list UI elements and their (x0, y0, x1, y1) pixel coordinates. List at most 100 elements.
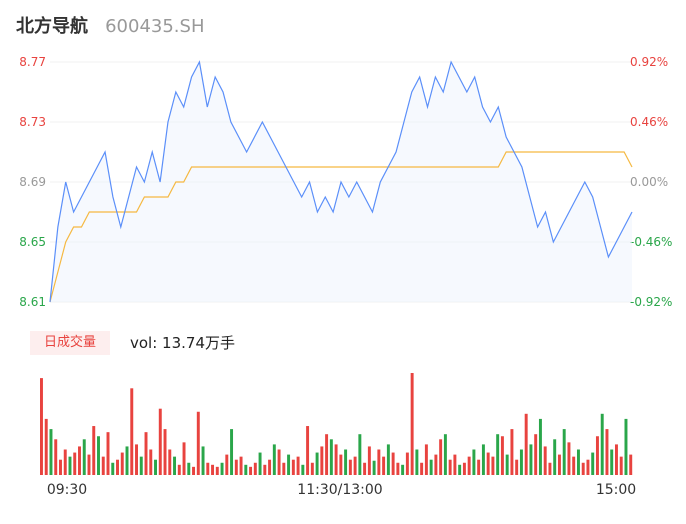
volume-bar (586, 459, 590, 475)
volume-bar (581, 462, 585, 475)
volume-bar (101, 456, 105, 475)
left-tick-label: 8.73 (19, 115, 46, 129)
volume-bar (429, 459, 433, 475)
volume-bars (40, 373, 633, 475)
volume-bar (106, 432, 110, 475)
volume-bar (339, 454, 343, 475)
volume-bar (154, 459, 157, 475)
stock-name: 北方导航 (16, 16, 88, 37)
volume-bar (310, 462, 314, 475)
volume-bar (177, 464, 181, 475)
volume-bar (249, 466, 253, 475)
volume-bar (149, 449, 153, 475)
volume-bar (382, 456, 386, 475)
volume-bar (287, 454, 291, 475)
volume-bar (272, 444, 276, 475)
volume-bar-chart: 09:30 11:30/13:00 15:00 (40, 373, 636, 498)
volume-bar (130, 388, 134, 475)
left-tick-label: 8.65 (19, 235, 46, 249)
volume-bar (206, 462, 210, 475)
volume-bar (329, 439, 333, 475)
volume-bar (211, 464, 215, 475)
left-tick-label: 8.61 (19, 295, 46, 309)
volume-bar (372, 460, 376, 475)
left-tick-label: 8.69 (19, 175, 46, 189)
volume-bar (420, 462, 424, 475)
left-axis-ticks: 8.77 8.73 8.69 8.65 8.61 (19, 55, 46, 309)
volume-bar (614, 444, 618, 475)
volume-bar (595, 436, 599, 475)
volume-bar (386, 444, 390, 475)
volume-bar (144, 432, 148, 475)
volume-tag[interactable]: 日成交量 (30, 331, 110, 355)
left-tick-label: 8.77 (19, 55, 46, 69)
right-axis-ticks: 0.92% 0.46% 0.00% -0.46% -0.92% (630, 55, 672, 309)
time-axis-ticks: 09:30 11:30/13:00 15:00 (47, 482, 636, 498)
volume-bar (168, 449, 172, 475)
volume-bar (111, 462, 115, 475)
volume-bar (467, 456, 471, 475)
right-tick-label: -0.92% (630, 295, 672, 309)
volume-bar (405, 452, 409, 475)
volume-bar (519, 449, 523, 475)
volume-bar (624, 418, 628, 475)
volume-bar (201, 446, 205, 475)
volume-bar (125, 446, 129, 475)
volume-bar (334, 444, 338, 475)
volume-bar (367, 446, 371, 475)
volume-bar (462, 462, 466, 475)
volume-bar (591, 452, 595, 475)
volume-bar (120, 452, 124, 475)
volume-bar (363, 462, 367, 475)
volume-bar (401, 464, 405, 475)
volume-bar (572, 456, 576, 475)
volume-bar (529, 444, 533, 475)
volume-bar (344, 449, 348, 475)
right-tick-label: 0.92% (630, 55, 668, 69)
volume-bar (44, 418, 48, 475)
volume-bar (434, 454, 438, 475)
volume-bar (87, 454, 91, 475)
volume-bar (534, 434, 538, 475)
time-tick-label: 15:00 (596, 482, 636, 498)
volume-bar (116, 459, 119, 475)
volume-bar (610, 449, 614, 475)
volume-bar (348, 459, 352, 475)
volume-bar (391, 452, 395, 475)
volume-bar (225, 454, 229, 475)
volume-bar (234, 459, 238, 475)
volume-bar (557, 454, 561, 475)
volume-bar (158, 408, 162, 475)
header: 北方导航 600435.SH (16, 12, 205, 40)
volume-bar (353, 456, 357, 475)
volume-bar (263, 464, 267, 475)
volume-bar (377, 449, 381, 475)
volume-bar (453, 454, 457, 475)
volume-bar (538, 418, 542, 475)
volume-bar (192, 466, 196, 475)
volume-bar (496, 434, 500, 475)
volume-bar (443, 434, 447, 475)
volume-bar (78, 446, 81, 475)
volume-bar (97, 436, 100, 475)
volume-bar (505, 454, 509, 475)
volume-bar (230, 429, 234, 475)
volume-bar (282, 462, 286, 475)
volume-bar (562, 429, 566, 475)
volume-bar (439, 439, 443, 475)
stock-code: 600435.SH (105, 16, 205, 37)
volume-bar (320, 446, 324, 475)
volume-bar (244, 464, 248, 475)
right-tick-label: 0.46% (630, 115, 668, 129)
volume-bar (477, 459, 481, 475)
volume-bar (619, 456, 623, 475)
volume-bar (68, 456, 72, 475)
volume-bar (458, 464, 462, 475)
volume-bar (515, 459, 519, 475)
volume-bar (173, 456, 177, 475)
volume-bar (196, 411, 200, 475)
volume-bar (220, 462, 224, 475)
volume-bar (163, 429, 167, 475)
volume-bar (82, 439, 86, 475)
volume-bar (600, 413, 604, 475)
